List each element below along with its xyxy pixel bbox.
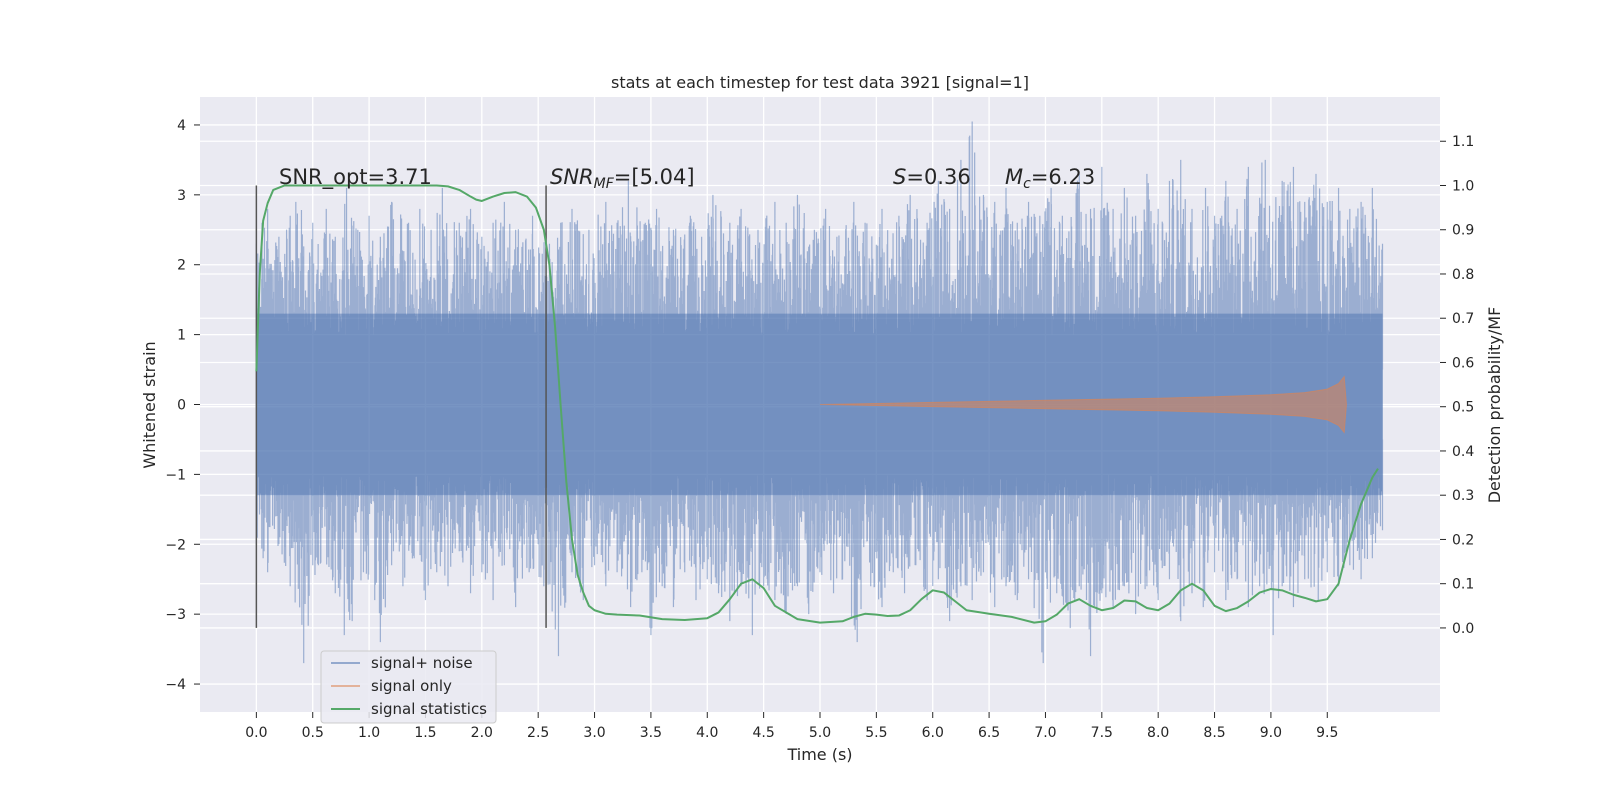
y2-axis-label: Detection probability/MF [1485, 307, 1504, 504]
statistics-layer [255, 184, 1379, 624]
y-tick-label: 0 [177, 398, 186, 414]
x-tick-label: 7.0 [1034, 725, 1056, 741]
x-tick-label: 9.0 [1260, 725, 1282, 741]
annotation-s-value: =0.36 [906, 165, 970, 189]
annotation-snr-mf: SNRMF=[5.04] [550, 165, 695, 192]
series-signal-only [819, 375, 1347, 434]
x-tick-label: 8.5 [1203, 725, 1225, 741]
legend: signal+ noise signal only signal statist… [320, 650, 497, 724]
x-tick-label: 2.5 [527, 725, 549, 741]
annotation-mc: Mc=6.23 [1005, 165, 1095, 192]
annotation-snr-mf-value: =[5.04] [614, 165, 695, 189]
x-tick-label: 8.0 [1147, 725, 1169, 741]
y2-tick-label: 0.9 [1452, 223, 1474, 239]
x-tick-label: 6.0 [922, 725, 944, 741]
y-tick-label: −4 [165, 677, 186, 693]
x-tick-label: 9.5 [1316, 725, 1338, 741]
annotation-snr-opt: SNR_opt=3.71 [279, 165, 432, 190]
x-tick-label: 4.5 [753, 725, 775, 741]
y-tick-label: 4 [177, 118, 186, 134]
legend-label-signal-noise: signal+ noise [371, 654, 473, 672]
y-axis-label: Whitened strain [140, 341, 159, 468]
y2-tick-label: 0.3 [1452, 488, 1474, 504]
legend-label-signal-only: signal only [371, 677, 452, 695]
x-tick-label: 5.0 [809, 725, 831, 741]
tick-layer: 0.0 0.5 1.0 1.5 2.0 2.5 3.0 3.5 4.0 4.5 5.0 5.5 6.0 6… [165, 118, 1474, 741]
x-tick-label: 5.5 [865, 725, 887, 741]
vertical-markers [255, 185, 547, 628]
y2-tick-label: 0.8 [1452, 267, 1474, 283]
chart-title: stats at each timestep for test data 392… [611, 73, 1029, 92]
x-tick-label: 3.5 [640, 725, 662, 741]
x-tick-label: 6.5 [978, 725, 1000, 741]
y-tick-label: −3 [165, 607, 186, 623]
annotation-snr-mf-subscript: MF [594, 176, 615, 192]
legend-box [320, 650, 497, 724]
y-tick-label: −2 [165, 537, 186, 553]
y2-tick-label: 0.1 [1452, 577, 1474, 593]
x-tick-label: 0.0 [245, 725, 267, 741]
x-tick-label: 0.5 [302, 725, 324, 741]
y-tick-label: 1 [177, 328, 186, 344]
annotation-s: S=0.36 [893, 165, 971, 189]
annotation-s-symbol: S [893, 165, 906, 189]
annotation-mc-value: =6.23 [1031, 165, 1095, 189]
x-tick-label: 1.5 [414, 725, 436, 741]
y-tick-label: −1 [165, 467, 186, 483]
annotation-snr-mf-symbol: SNR [550, 165, 594, 189]
y2-tick-label: 0.2 [1452, 532, 1474, 548]
x-tick-label: 1.0 [358, 725, 380, 741]
series-signal-statistics [255, 184, 1379, 624]
x-tick-label: 7.5 [1091, 725, 1113, 741]
y2-tick-label: 1.1 [1452, 134, 1474, 150]
y2-tick-label: 0.7 [1452, 311, 1474, 327]
y-tick-label: 3 [177, 188, 186, 204]
legend-label-signal-statistics: signal statistics [371, 700, 487, 718]
x-axis-label: Time (s) [786, 745, 852, 764]
y2-tick-label: 0.4 [1452, 444, 1474, 460]
annotation-mc-symbol: M [1005, 165, 1023, 189]
x-tick-label: 3.0 [583, 725, 605, 741]
x-tick-label: 4.0 [696, 725, 718, 741]
annotation-mc-subscript: c [1023, 176, 1031, 192]
y2-tick-label: 0.6 [1452, 355, 1474, 371]
y-tick-label: 2 [177, 258, 186, 274]
y2-tick-label: 0.5 [1452, 400, 1474, 416]
x-tick-label: 2.0 [471, 725, 493, 741]
data-layer [255, 121, 1384, 664]
y2-tick-label: 1.0 [1452, 178, 1474, 194]
y2-tick-label: 0.0 [1452, 621, 1474, 637]
